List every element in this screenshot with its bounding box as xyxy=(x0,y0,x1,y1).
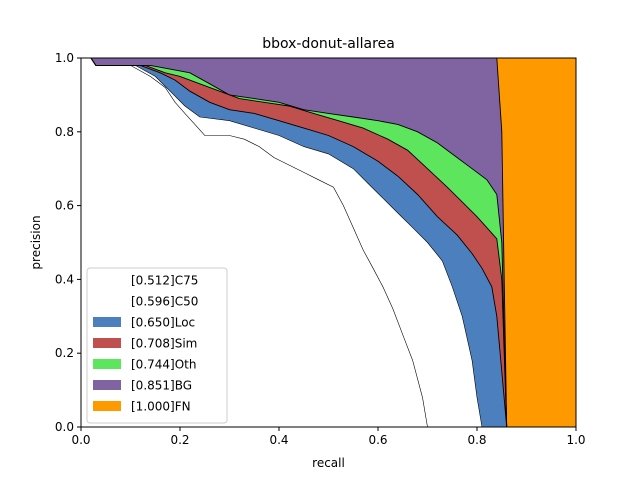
curve-oth xyxy=(81,57,508,428)
legend-swatch-sim xyxy=(93,338,121,348)
area-edges xyxy=(81,57,508,428)
plot-frame xyxy=(80,57,577,428)
legend-label-c50: [0.596]C50 xyxy=(131,295,198,309)
curve-c75 xyxy=(81,57,428,428)
curve-loc xyxy=(81,57,508,428)
x-tick-label: 0.2 xyxy=(170,433,189,447)
y-tick-label: 0.4 xyxy=(55,272,74,286)
legend-swatch-oth xyxy=(93,359,121,369)
legend-label-c75: [0.512]C75 xyxy=(131,274,198,288)
x-tick-label: 0.6 xyxy=(368,433,387,447)
x-tick-label: 0.4 xyxy=(269,433,288,447)
chart-title: bbox-donut-allarea xyxy=(262,36,395,52)
legend-label-loc: [0.650]Loc xyxy=(131,316,195,330)
x-axis-ticks: 0.0 0.2 0.4 0.6 0.8 1.0 xyxy=(71,427,586,447)
legend-swatch-fn xyxy=(93,401,121,411)
legend-label-fn: [1.000]FN xyxy=(131,400,191,414)
legend-swatch-loc xyxy=(93,317,121,327)
x-tick-label: 0.0 xyxy=(71,433,90,447)
legend-swatch-c50 xyxy=(93,296,121,306)
y-tick-label: 0.0 xyxy=(55,420,74,434)
y-tick-label: 0.6 xyxy=(55,199,74,213)
y-axis-ticks: 0.0 0.2 0.4 0.6 0.8 1.0 xyxy=(55,51,81,434)
curve-c50 xyxy=(81,57,483,428)
curve-sim xyxy=(81,57,508,428)
y-tick-label: 0.2 xyxy=(55,346,74,360)
legend-label-sim: [0.708]Sim xyxy=(131,337,197,351)
legend-swatch-bg xyxy=(93,380,121,390)
legend-frame xyxy=(86,267,228,424)
legend: [0.512]C75 [0.596]C50 [0.650]Loc [0.708]Sim… xyxy=(86,267,228,424)
legend-label-oth: [0.744]Oth xyxy=(131,358,196,372)
y-axis-label: precision xyxy=(29,215,43,269)
x-axis-label: recall xyxy=(312,456,345,470)
y-tick-label: 1.0 xyxy=(55,51,74,65)
x-tick-label: 0.8 xyxy=(467,433,486,447)
legend-label-bg: [0.851]BG xyxy=(131,379,192,393)
y-tick-label: 0.8 xyxy=(55,125,74,139)
legend-swatch-c75 xyxy=(93,275,121,285)
x-tick-label: 1.0 xyxy=(566,433,585,447)
